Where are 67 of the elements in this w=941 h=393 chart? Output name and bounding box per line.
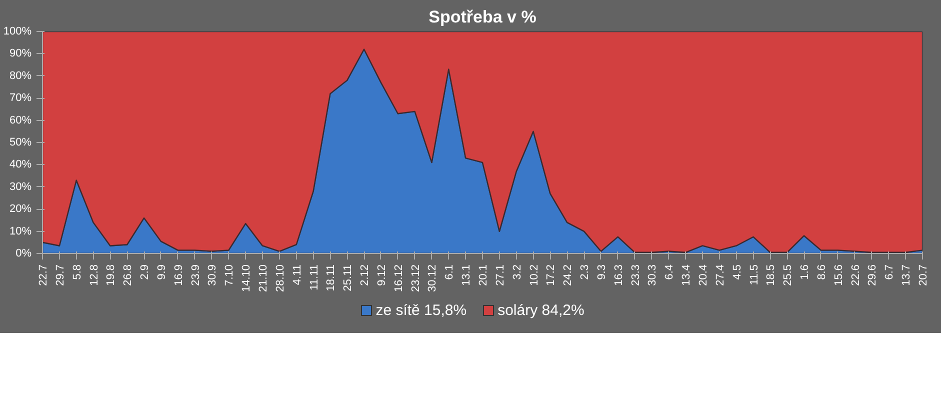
x-tick-label: 30.3 (646, 264, 659, 286)
x-tick-label: 23.12 (410, 264, 422, 292)
x-tick-label: 2.12 (359, 264, 372, 286)
x-tick-label: 25.11 (342, 264, 354, 292)
x-tick-label: 9.12 (376, 264, 388, 286)
y-tick-label: 90% (9, 48, 32, 60)
x-tick-label: 12.8 (88, 264, 100, 286)
x-tick-label: 9.9 (156, 264, 168, 280)
x-tick-label: 8.6 (816, 264, 828, 280)
x-tick-label: 28.10 (274, 264, 286, 292)
x-tick-label: 14.10 (240, 264, 253, 292)
x-tick-label: 19.8 (105, 264, 118, 286)
x-tick-label: 29.7 (54, 264, 66, 286)
x-tick-label: 16.9 (172, 264, 185, 286)
x-tick-label: 16.12 (392, 264, 405, 292)
x-tick-label: 4.5 (731, 264, 744, 280)
y-tick-label: 30% (9, 180, 32, 193)
x-tick-label: 15.6 (832, 264, 845, 286)
x-tick-label: 2.9 (139, 264, 152, 280)
x-tick-label: 13.4 (680, 264, 693, 286)
x-tick-label: 23.3 (630, 264, 642, 286)
x-tick-label: 2.3 (579, 264, 592, 280)
x-tick-label: 4.11 (291, 264, 304, 286)
y-tick-label: 20% (9, 203, 32, 216)
x-tick-label: 3.2 (511, 264, 524, 280)
x-tick-label: 13.1 (460, 264, 473, 286)
x-tick-label: 7.10 (224, 264, 236, 286)
y-tick-label: 50% (9, 136, 32, 148)
x-tick-label: 10.2 (528, 264, 540, 286)
x-tick-label: 20.4 (698, 264, 710, 286)
x-tick-label: 21.10 (258, 264, 270, 292)
y-tick-label: 10% (9, 225, 32, 238)
legend-label: ze sítě 15,8% (376, 301, 467, 321)
x-tick-label: 6.7 (884, 264, 896, 280)
x-tick-label: 13.7 (900, 264, 913, 286)
x-tick-label: 30.9 (206, 264, 219, 286)
x-tick-label: 18.5 (765, 264, 778, 286)
x-tick-label: 20.1 (478, 264, 490, 286)
x-tick-label: 29.6 (866, 264, 879, 286)
x-tick-label: 24.2 (562, 264, 574, 286)
y-tick-label: 60% (9, 114, 32, 126)
x-tick-label: 30.12 (426, 264, 439, 292)
x-tick-label: 20.7 (918, 264, 930, 286)
x-tick-label: 26.8 (122, 264, 134, 286)
y-tick-label: 100% (3, 26, 32, 38)
x-tick-label: 5.8 (71, 264, 84, 280)
x-tick-label: 9.3 (596, 264, 608, 280)
y-tick-label: 40% (9, 158, 32, 171)
y-tick-label: 80% (9, 70, 32, 82)
x-tick-label: 27.1 (494, 264, 506, 286)
y-tick-label: 70% (9, 92, 32, 104)
x-tick-label: 17.2 (545, 264, 558, 286)
y-tick-label: 0% (16, 248, 32, 260)
x-tick-label: 22.7 (38, 264, 50, 286)
x-tick-label: 27.4 (714, 264, 726, 286)
x-tick-label: 6.4 (664, 264, 676, 280)
x-tick-label: 16.3 (612, 264, 625, 286)
x-tick-label: 22.6 (850, 264, 862, 286)
x-tick-label: 11.5 (748, 264, 760, 286)
x-tick-label: 18.11 (325, 264, 338, 292)
chart-title: Spotřeba v % (428, 8, 536, 26)
x-tick-label: 25.5 (782, 264, 794, 286)
x-tick-label: 6.1 (444, 264, 456, 280)
x-tick-label: 23.9 (190, 264, 202, 286)
legend-label: soláry 84,2% (498, 301, 584, 321)
x-tick-label: 11.11 (308, 264, 320, 290)
x-tick-label: 1.6 (799, 264, 812, 280)
